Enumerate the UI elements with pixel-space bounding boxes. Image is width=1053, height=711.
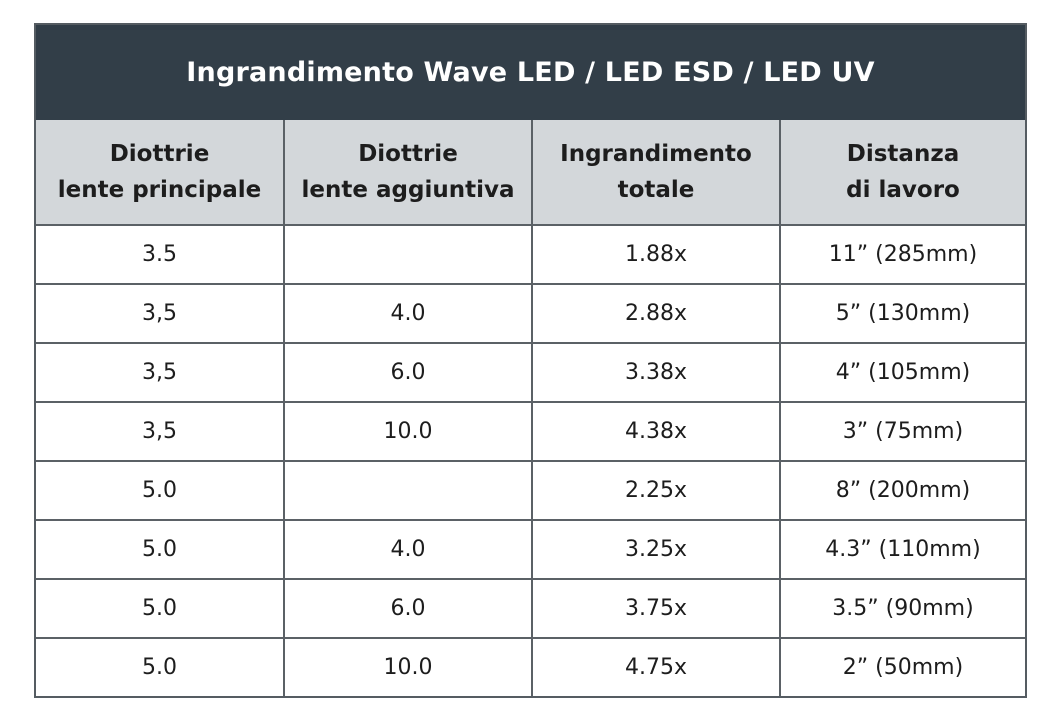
table-row: 3,5 10.0 4.38x 3” (75mm) [36, 401, 1025, 462]
header-line: Distanza [846, 141, 960, 167]
cell-main-diopter: 3,5 [36, 401, 285, 462]
cell-main-diopter: 5.0 [36, 578, 285, 639]
header-line: Diottrie [358, 141, 458, 167]
header-line: di lavoro [846, 177, 960, 203]
data-table: Diottrie lente principale Diottrie lente… [36, 120, 1025, 696]
header-line: lente aggiuntiva [301, 177, 515, 203]
cell-additional-diopter: 6.0 [283, 342, 533, 403]
cell-additional-diopter: 10.0 [283, 401, 533, 462]
header-total-magnification: Ingrandimento totale [531, 120, 781, 226]
cell-additional-diopter: 4.0 [283, 519, 533, 580]
table-row: 5.0 2.25x 8” (200mm) [36, 460, 1025, 521]
cell-total-magnification: 3.25x [531, 519, 781, 580]
table-row: 5.0 6.0 3.75x 3.5” (90mm) [36, 578, 1025, 639]
table-row: 5.0 10.0 4.75x 2” (50mm) [36, 637, 1025, 696]
cell-total-magnification: 4.75x [531, 637, 781, 696]
cell-total-magnification: 1.88x [531, 224, 781, 285]
cell-working-distance: 2” (50mm) [779, 637, 1025, 696]
cell-additional-diopter [283, 224, 533, 285]
table-title: Ingrandimento Wave LED / LED ESD / LED U… [36, 25, 1025, 120]
cell-total-magnification: 2.88x [531, 283, 781, 344]
header-line: totale [617, 177, 695, 203]
cell-total-magnification: 3.75x [531, 578, 781, 639]
header-working-distance: Distanza di lavoro [779, 120, 1025, 226]
table-row: 3.5 1.88x 11” (285mm) [36, 224, 1025, 285]
magnification-table: Ingrandimento Wave LED / LED ESD / LED U… [34, 23, 1027, 698]
cell-main-diopter: 5.0 [36, 637, 285, 696]
cell-additional-diopter: 4.0 [283, 283, 533, 344]
cell-main-diopter: 5.0 [36, 460, 285, 521]
cell-total-magnification: 3.38x [531, 342, 781, 403]
cell-working-distance: 4” (105mm) [779, 342, 1025, 403]
header-line: Ingrandimento [560, 141, 752, 167]
header-row: Diottrie lente principale Diottrie lente… [36, 120, 1025, 226]
cell-working-distance: 3.5” (90mm) [779, 578, 1025, 639]
cell-main-diopter: 3,5 [36, 283, 285, 344]
cell-main-diopter: 3.5 [36, 224, 285, 285]
header-line: Diottrie [109, 141, 210, 167]
cell-total-magnification: 4.38x [531, 401, 781, 462]
header-main-lens-diopter: Diottrie lente principale [36, 120, 285, 226]
cell-additional-diopter: 10.0 [283, 637, 533, 696]
cell-total-magnification: 2.25x [531, 460, 781, 521]
cell-main-diopter: 3,5 [36, 342, 285, 403]
cell-working-distance: 4.3” (110mm) [779, 519, 1025, 580]
header-line: lente principale [57, 177, 262, 203]
cell-working-distance: 8” (200mm) [779, 460, 1025, 521]
cell-working-distance: 11” (285mm) [779, 224, 1025, 285]
table-row: 3,5 4.0 2.88x 5” (130mm) [36, 283, 1025, 344]
cell-main-diopter: 5.0 [36, 519, 285, 580]
cell-additional-diopter: 6.0 [283, 578, 533, 639]
cell-working-distance: 3” (75mm) [779, 401, 1025, 462]
table-row: 5.0 4.0 3.25x 4.3” (110mm) [36, 519, 1025, 580]
cell-additional-diopter [283, 460, 533, 521]
cell-working-distance: 5” (130mm) [779, 283, 1025, 344]
header-additional-lens-diopter: Diottrie lente aggiuntiva [283, 120, 533, 226]
table-row: 3,5 6.0 3.38x 4” (105mm) [36, 342, 1025, 403]
